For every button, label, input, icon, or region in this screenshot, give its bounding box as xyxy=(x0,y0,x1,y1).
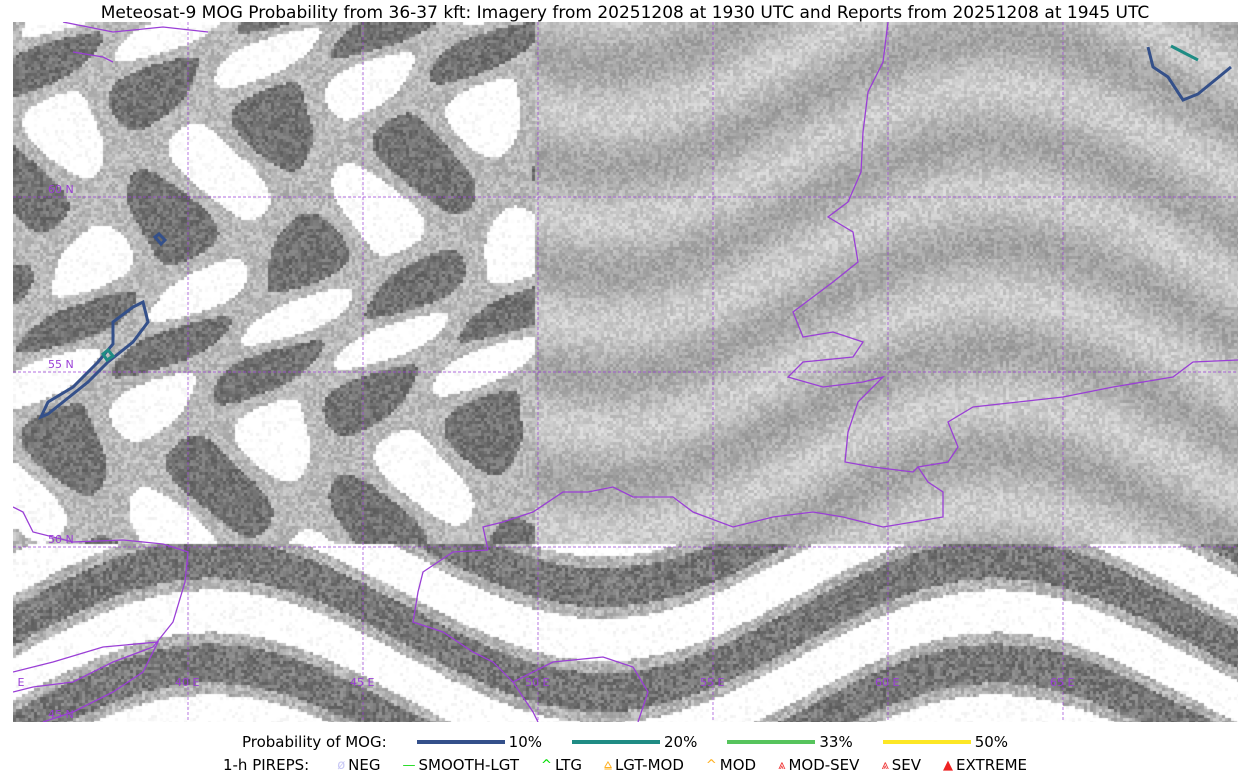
pirep-legend-item: ^ MOD xyxy=(706,756,756,774)
pirep-legend-item: — SMOOTH-LGT xyxy=(403,756,520,774)
legend-line-50pct xyxy=(882,740,971,744)
legend-label: 10% xyxy=(508,733,543,751)
pirep-legend-label: SMOOTH-LGT xyxy=(418,756,520,774)
lat-label: 55 N xyxy=(48,358,74,371)
lat-label: 60 N xyxy=(48,183,74,196)
lon-label: 40 E xyxy=(175,676,200,689)
pirep-legend-item: ⩠ LGT-MOD xyxy=(604,756,684,774)
extreme-icon: ▲ xyxy=(943,757,954,773)
pirep-legend-label: LGT-MOD xyxy=(614,756,684,774)
pirep-legend-label: EXTREME xyxy=(956,756,1028,774)
contour-10pct xyxy=(1146,46,1232,102)
lgt-mod-icon: ⩠ xyxy=(604,757,612,773)
pirep-legend-item: ⩓ SEV xyxy=(881,756,921,774)
legend-line-20pct xyxy=(572,740,661,744)
pirep-legend-label: LTG xyxy=(554,756,583,774)
legend-line-10pct xyxy=(416,740,505,744)
legend-label: 33% xyxy=(819,733,853,751)
legend-label: 50% xyxy=(974,733,1009,751)
legend-line-33pct xyxy=(727,740,816,744)
chart-title: Meteosat-9 MOG Probability from 36-37 kf… xyxy=(100,3,1150,23)
pirep-legend-label: MOD xyxy=(719,756,757,774)
neg-icon: ø xyxy=(337,757,346,773)
pirep-legend-label: MOD-SEV xyxy=(788,756,860,774)
legend-label: 20% xyxy=(664,733,698,751)
lat-label: 50 N xyxy=(48,533,74,546)
map-overlay xyxy=(13,22,1238,722)
sev-icon: ⩓ xyxy=(881,757,889,773)
pirep-legend-item: ø NEG xyxy=(337,756,380,774)
mog-contours xyxy=(37,44,1232,420)
pirep-legend-label: NEG xyxy=(348,756,381,774)
lon-label: 50 E xyxy=(525,676,550,689)
pirep-legend-item: ⩓ MOD-SEV xyxy=(778,756,859,774)
pirep-legend-label: SEV xyxy=(891,756,922,774)
lon-label: 45 E xyxy=(350,676,375,689)
lat-label: 45 N xyxy=(48,708,74,721)
ltg-icon: ^ xyxy=(541,757,552,773)
probability-legend: Probability of MOG: 10% 20% 33% 50% xyxy=(0,733,1250,751)
smooth-lgt-icon: — xyxy=(402,757,416,773)
lon-label: 65 E xyxy=(1050,676,1075,689)
contour-10pct xyxy=(152,232,168,247)
satellite-map: 60 N 55 N 50 N 45 N 35 E 40 E 45 E 50 E … xyxy=(13,22,1238,722)
pirep-legend-item: ^ LTG xyxy=(541,756,582,774)
mod-sev-icon: ⩓ xyxy=(778,757,786,773)
pireps-legend: 1-h PIREPS: ø NEG — SMOOTH-LGT ^ LTG ⩠ LGT-MOD ^… xyxy=(0,756,1250,774)
lon-label: 35 E xyxy=(13,676,25,689)
pirep-legend-item: ▲ EXTREME xyxy=(943,756,1027,774)
pireps-legend-label: 1-h PIREPS: xyxy=(222,756,310,774)
lon-label: 60 E xyxy=(875,676,900,689)
mod-icon: ^ xyxy=(705,757,717,773)
probability-legend-label: Probability of MOG: xyxy=(241,733,387,751)
contour-10pct xyxy=(37,299,150,420)
gridlines xyxy=(13,22,1238,722)
contour-20pct xyxy=(1170,44,1199,62)
contour-20pct xyxy=(100,347,116,363)
lon-label: 55 E xyxy=(700,676,725,689)
country-borders xyxy=(13,22,1238,722)
